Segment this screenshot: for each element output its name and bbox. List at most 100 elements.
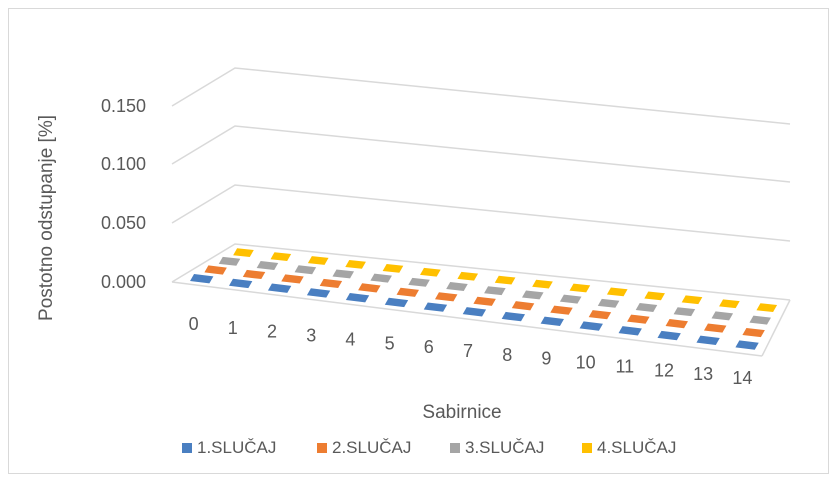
bars <box>190 248 778 350</box>
bar <box>370 273 392 283</box>
bar <box>501 311 526 322</box>
x-tick-label: 12 <box>654 360 674 380</box>
y-tick-label: 0.150 <box>101 96 146 116</box>
gridline <box>171 243 791 301</box>
bar <box>606 287 628 297</box>
bar <box>618 326 642 336</box>
x-tick-labels: 0 1 2 3 4 5 6 7 8 9 10 11 12 13 14 <box>189 314 753 388</box>
x-tick-label: 3 <box>306 326 316 346</box>
gridline <box>171 125 791 183</box>
bar <box>190 274 214 284</box>
bar <box>242 269 266 280</box>
bar <box>306 288 331 298</box>
x-tick-label: 2 <box>267 322 277 342</box>
bar <box>749 315 771 325</box>
bar <box>665 319 689 329</box>
x-tick-label: 4 <box>345 329 355 349</box>
bar <box>462 307 487 317</box>
x-tick-label: 11 <box>615 356 634 376</box>
bar <box>384 297 409 308</box>
bar <box>597 298 620 308</box>
bar <box>446 282 468 291</box>
y-axis-title: Postotno odstupanje [%] <box>36 115 57 321</box>
x-tick-label: 13 <box>693 364 713 384</box>
x-tick-label: 0 <box>189 314 199 334</box>
bar <box>473 296 496 306</box>
y-tick-label: 0.050 <box>101 213 146 233</box>
bar <box>484 286 506 296</box>
bar <box>256 261 279 270</box>
y-tick-label: 0.000 <box>101 272 146 292</box>
bar <box>681 295 703 305</box>
bar <box>233 248 254 258</box>
bar <box>319 278 343 288</box>
bar <box>673 307 696 317</box>
legend-label: 1.SLUČAJ <box>197 438 276 457</box>
bar <box>540 316 564 327</box>
bar <box>345 260 366 269</box>
legend-swatch <box>450 443 460 453</box>
bar <box>711 311 734 321</box>
bar <box>579 321 603 331</box>
bar <box>703 323 727 333</box>
bar <box>204 265 227 275</box>
legend-label: 4.SLUČAJ <box>597 438 676 457</box>
legend-label: 3.SLUČAJ <box>465 438 544 457</box>
bar <box>756 303 778 313</box>
bar <box>457 271 479 281</box>
bar <box>382 263 404 273</box>
legend: 1.SLUČAJ 2.SLUČAJ 3.SLUČAJ 4.SLUČAJ <box>182 438 676 457</box>
y-tick-label: 0.100 <box>101 154 146 174</box>
legend-swatch <box>182 443 192 453</box>
bar <box>408 277 430 287</box>
bar <box>281 274 304 284</box>
chart-frame <box>8 8 829 474</box>
bar <box>332 269 355 279</box>
x-tick-label: 1 <box>228 318 238 338</box>
gridlines <box>171 67 791 357</box>
bar <box>742 327 765 338</box>
bar <box>588 310 612 320</box>
bar <box>494 275 516 285</box>
bar <box>644 291 665 301</box>
y-tick-labels: 0.000 0.050 0.100 0.150 <box>101 96 146 292</box>
bar <box>511 301 535 311</box>
x-tick-label: 7 <box>463 341 473 361</box>
bar <box>521 290 544 300</box>
bar <box>532 279 553 289</box>
bar <box>396 287 419 297</box>
bar <box>434 292 458 302</box>
bar <box>423 302 448 312</box>
bar <box>420 267 441 277</box>
bar <box>635 303 658 312</box>
x-tick-label: 6 <box>424 337 434 357</box>
x-tick-label: 9 <box>541 349 551 369</box>
bar <box>735 340 759 350</box>
bar <box>294 265 317 275</box>
floor-edge <box>761 299 791 357</box>
bar <box>267 283 292 293</box>
bar <box>569 283 591 293</box>
gridline <box>171 184 791 242</box>
bar <box>218 256 241 266</box>
bar <box>307 256 329 265</box>
bar <box>627 314 650 324</box>
bar <box>345 292 370 303</box>
bar <box>559 294 582 304</box>
x-axis-title: Sabirnice <box>422 402 501 423</box>
x-tick-label: 14 <box>732 368 752 388</box>
x-tick-label: 10 <box>576 353 596 373</box>
gridline <box>171 67 791 125</box>
bar <box>719 299 740 309</box>
x-tick-label: 8 <box>502 345 512 365</box>
bar <box>358 283 381 293</box>
bar <box>696 335 720 345</box>
bar <box>657 330 681 341</box>
legend-swatch <box>582 443 592 453</box>
floor-edge <box>171 281 763 357</box>
legend-label: 2.SLUČAJ <box>332 438 411 457</box>
bar <box>228 278 253 289</box>
legend-swatch <box>317 443 327 453</box>
bar <box>550 305 573 315</box>
